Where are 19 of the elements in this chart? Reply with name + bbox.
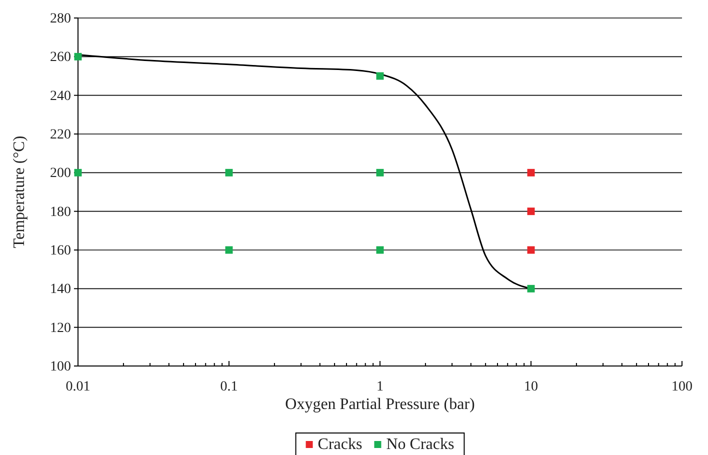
y-tick-label: 100 bbox=[50, 359, 71, 374]
x-tick-label: 1 bbox=[376, 379, 384, 394]
y-tick-label: 260 bbox=[50, 50, 71, 66]
legend-label: Cracks bbox=[318, 436, 362, 453]
x-tick-label: 0.1 bbox=[220, 379, 238, 394]
x-tick-label: 10 bbox=[524, 379, 538, 394]
y-tick-label: 240 bbox=[50, 88, 71, 104]
x-axis-title: Oxygen Partial Pressure (bar) bbox=[285, 396, 475, 413]
y-axis-title: Temperature (°C) bbox=[11, 136, 28, 248]
y-tick-label: 180 bbox=[50, 204, 71, 220]
y-tick-label: 160 bbox=[50, 243, 71, 258]
x-tick-label: 0.01 bbox=[66, 379, 90, 394]
y-tick-label: 280 bbox=[50, 11, 71, 26]
y-tick-label: 120 bbox=[50, 320, 71, 336]
legend-label: No Cracks bbox=[386, 436, 454, 453]
y-tick-label: 140 bbox=[50, 282, 71, 298]
y-tick-label: 220 bbox=[50, 127, 71, 142]
x-tick-label: 100 bbox=[672, 379, 692, 394]
y-tick-label: 200 bbox=[50, 166, 71, 182]
